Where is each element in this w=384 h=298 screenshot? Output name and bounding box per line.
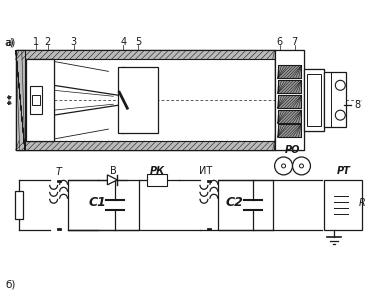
Text: ИТ: ИТ — [199, 166, 213, 176]
Bar — [308, 74, 321, 126]
Bar — [278, 110, 301, 123]
Circle shape — [300, 164, 303, 168]
Circle shape — [281, 164, 286, 168]
Bar — [324, 72, 346, 127]
Bar — [68, 180, 139, 230]
Circle shape — [275, 157, 293, 175]
Bar — [16, 50, 275, 150]
Bar — [32, 95, 40, 105]
Circle shape — [335, 80, 345, 90]
Circle shape — [335, 110, 345, 120]
Text: 2: 2 — [45, 38, 51, 47]
Bar — [16, 141, 275, 150]
Bar — [275, 50, 305, 150]
Bar — [305, 69, 324, 131]
Bar — [15, 191, 23, 219]
Text: РО: РО — [285, 145, 300, 155]
Text: б): б) — [6, 279, 16, 289]
Bar — [305, 69, 324, 131]
Text: 8: 8 — [354, 100, 360, 110]
Text: 6: 6 — [276, 38, 283, 47]
Text: 3: 3 — [71, 38, 77, 47]
Text: 4: 4 — [120, 38, 126, 47]
Text: РТ: РТ — [336, 166, 350, 176]
Text: C1: C1 — [88, 196, 106, 209]
Text: а): а) — [6, 38, 16, 47]
Bar — [147, 174, 167, 186]
Text: R: R — [359, 198, 366, 208]
Bar — [278, 95, 301, 108]
Text: 5: 5 — [135, 38, 141, 47]
Circle shape — [293, 157, 310, 175]
Polygon shape — [108, 175, 118, 185]
Text: РК: РК — [150, 166, 165, 176]
Bar — [275, 50, 305, 150]
Bar — [324, 180, 362, 230]
Text: а): а) — [4, 38, 13, 47]
Bar — [278, 80, 301, 93]
Text: 1: 1 — [33, 38, 39, 47]
Bar — [16, 50, 275, 59]
Bar — [278, 124, 301, 137]
Text: C2: C2 — [226, 196, 244, 209]
Bar — [118, 67, 158, 133]
Text: Т: Т — [56, 167, 61, 177]
Bar — [26, 59, 54, 141]
Bar — [30, 86, 42, 114]
Bar — [16, 50, 25, 150]
Bar — [26, 59, 54, 141]
Text: В: В — [110, 166, 117, 176]
Bar — [218, 180, 273, 230]
Bar — [278, 65, 301, 78]
Text: 7: 7 — [291, 38, 298, 47]
